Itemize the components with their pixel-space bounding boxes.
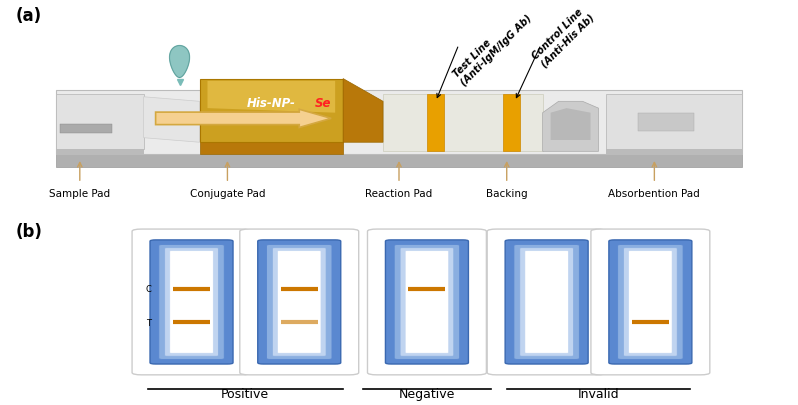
Polygon shape (56, 150, 144, 154)
FancyBboxPatch shape (239, 230, 359, 375)
Polygon shape (551, 109, 591, 141)
FancyBboxPatch shape (400, 248, 454, 356)
Text: Conjugate Pad: Conjugate Pad (190, 188, 265, 198)
Text: Positive: Positive (221, 387, 269, 400)
Text: Se: Se (315, 97, 331, 110)
FancyBboxPatch shape (525, 251, 568, 353)
Text: Control Line
(Anti-His Ab): Control Line (Anti-His Ab) (531, 4, 596, 70)
FancyBboxPatch shape (385, 240, 468, 364)
FancyBboxPatch shape (272, 248, 326, 356)
FancyBboxPatch shape (591, 230, 709, 375)
Polygon shape (170, 47, 189, 78)
FancyBboxPatch shape (394, 245, 460, 360)
Polygon shape (606, 95, 742, 150)
Text: Reaction Pad: Reaction Pad (365, 188, 433, 198)
FancyBboxPatch shape (514, 245, 579, 360)
FancyBboxPatch shape (405, 251, 448, 353)
Polygon shape (543, 102, 598, 152)
Text: T: T (146, 318, 152, 327)
Polygon shape (343, 79, 383, 143)
Polygon shape (638, 113, 694, 132)
FancyBboxPatch shape (487, 230, 606, 375)
Text: Invalid: Invalid (578, 387, 619, 400)
FancyBboxPatch shape (258, 240, 341, 364)
Polygon shape (144, 98, 200, 143)
Bar (427, 95, 444, 152)
Polygon shape (200, 143, 343, 154)
FancyBboxPatch shape (367, 230, 487, 375)
Text: C: C (145, 285, 152, 294)
FancyBboxPatch shape (609, 240, 692, 364)
Text: (b): (b) (16, 222, 43, 240)
Text: Negative: Negative (399, 387, 455, 400)
Polygon shape (56, 95, 144, 150)
FancyBboxPatch shape (132, 230, 251, 375)
Polygon shape (56, 154, 742, 168)
FancyBboxPatch shape (170, 251, 213, 353)
Text: Test Line
(Anti-IgM/IgG Ab): Test Line (Anti-IgM/IgG Ab) (451, 4, 534, 87)
FancyBboxPatch shape (618, 245, 683, 360)
Text: Absorbention Pad: Absorbention Pad (609, 188, 700, 198)
Polygon shape (56, 91, 742, 154)
FancyBboxPatch shape (267, 245, 332, 360)
FancyBboxPatch shape (278, 251, 321, 353)
FancyBboxPatch shape (519, 248, 574, 356)
FancyBboxPatch shape (623, 248, 678, 356)
Text: Backing: Backing (486, 188, 527, 198)
Text: (a): (a) (16, 7, 42, 25)
FancyBboxPatch shape (159, 245, 224, 360)
FancyBboxPatch shape (150, 240, 233, 364)
Polygon shape (200, 79, 343, 143)
Polygon shape (606, 150, 742, 154)
Text: Sample Pad: Sample Pad (49, 188, 110, 198)
Polygon shape (60, 125, 112, 134)
FancyBboxPatch shape (164, 248, 219, 356)
FancyBboxPatch shape (629, 251, 672, 353)
Polygon shape (207, 82, 335, 113)
Bar (503, 95, 520, 152)
Polygon shape (383, 95, 543, 152)
FancyBboxPatch shape (505, 240, 588, 364)
FancyArrow shape (156, 110, 331, 128)
Text: His-NP-: His-NP- (247, 97, 296, 110)
